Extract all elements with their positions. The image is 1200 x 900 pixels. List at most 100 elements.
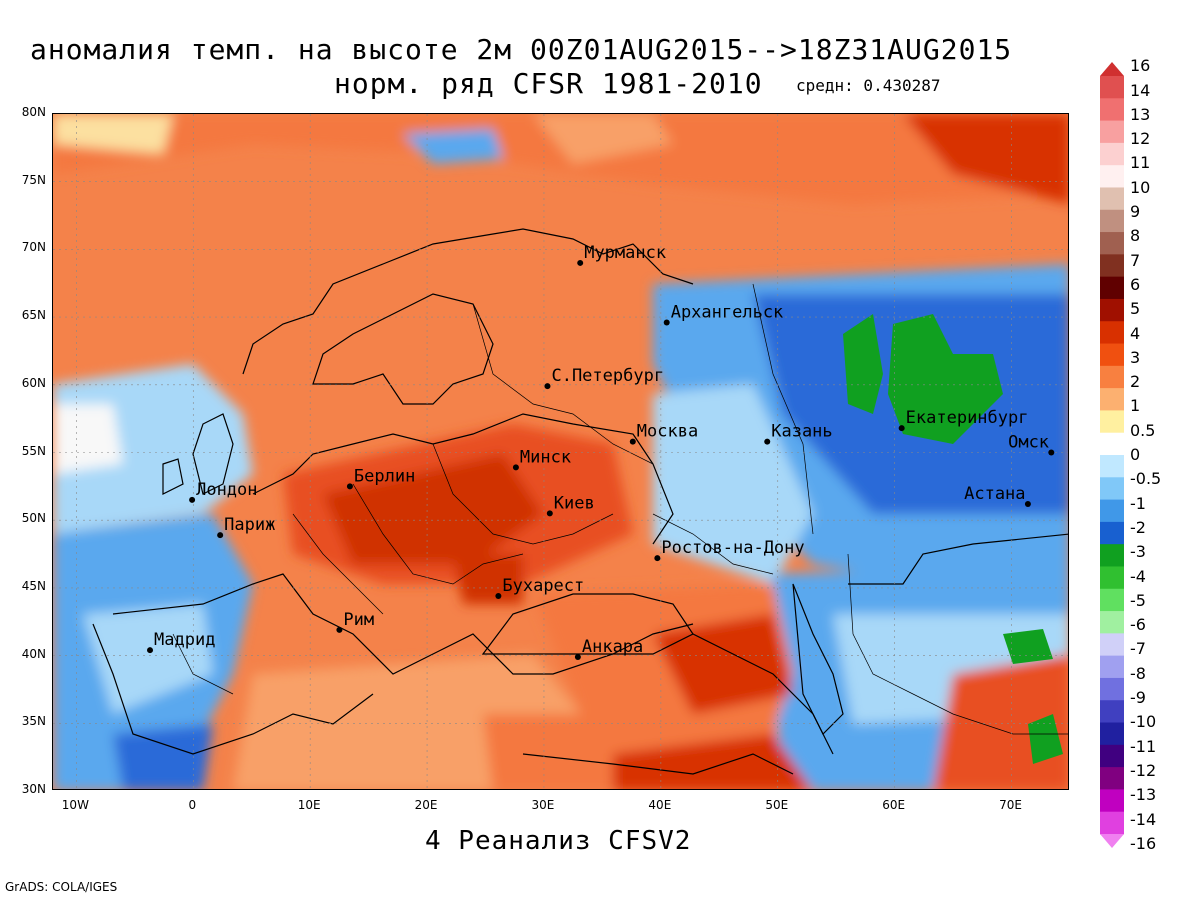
- city-marker: [574, 653, 581, 660]
- colorbar-level-label: -5: [1130, 590, 1146, 610]
- colorbar-swatch: [1100, 254, 1124, 278]
- colorbar-swatch: [1100, 521, 1124, 545]
- colorbar-swatch: [1100, 98, 1124, 122]
- colorbar-swatch: [1100, 187, 1124, 211]
- cold-anomaly-patch: [1028, 714, 1063, 764]
- colorbar-swatch: [1100, 276, 1124, 300]
- city-label: Мадрид: [154, 630, 215, 650]
- colorbar-swatch: [1100, 767, 1124, 790]
- lat-tick-label: 60N: [21, 375, 46, 390]
- city-marker: [512, 464, 519, 471]
- colorbar-swatch: [1100, 298, 1124, 322]
- city-label: Бухарест: [502, 576, 584, 596]
- colorbar-level-label: -12: [1130, 760, 1157, 780]
- colorbar-level-label: -8: [1130, 663, 1146, 683]
- city-label: Киев: [554, 493, 595, 513]
- colorbar-swatch: [1100, 633, 1124, 657]
- colorbar-level-label: 1: [1130, 396, 1141, 416]
- city-label: Лондон: [196, 480, 257, 500]
- colorbar-level-label: 12: [1130, 129, 1151, 149]
- lon-tick-label: 60E: [882, 798, 906, 812]
- colorbar-level-label: 3: [1130, 347, 1141, 367]
- colorbar-level-label: -9: [1130, 688, 1146, 707]
- city-marker: [629, 438, 636, 445]
- city-marker: [147, 647, 154, 654]
- colorbar-level-label: -13: [1130, 785, 1157, 805]
- colorbar-level-label: 14: [1130, 80, 1151, 100]
- map-title-line2: норм. ряд CFSR 1981-2010: [334, 67, 763, 100]
- colorbar-level-label: -3: [1130, 542, 1146, 562]
- city-markers: Мурманск Архангельск С.Петербург Москва Каза…: [147, 243, 1055, 660]
- colorbar-level-label: 2: [1130, 372, 1141, 392]
- lat-tick-label: 30N: [21, 782, 46, 796]
- colorbar: [1100, 62, 1124, 848]
- colorbar-level-label: -0.5: [1130, 469, 1162, 489]
- grads-credit: GrADS: COLA/IGES: [5, 880, 118, 894]
- lon-tick-label: 50E: [765, 798, 789, 812]
- colorbar-level-label: 0.5: [1130, 420, 1156, 440]
- city-marker: [577, 259, 584, 266]
- colorbar-swatch: [1100, 655, 1124, 679]
- city-label: Омск: [1008, 433, 1049, 453]
- colorbar-level-label: 13: [1130, 104, 1151, 124]
- colorbar-swatch: [1100, 432, 1124, 456]
- colorbar-swatch: [1100, 544, 1124, 567]
- colorbar-level-label: -11: [1130, 736, 1157, 756]
- lat-tick-label: 50N: [21, 511, 46, 526]
- colorbar-swatch: [1100, 321, 1124, 345]
- cold-anomaly-patch: [1003, 629, 1053, 664]
- lon-tick-label: 40E: [648, 798, 672, 812]
- city-marker: [663, 319, 670, 326]
- colorbar-swatch: [1100, 165, 1124, 188]
- colorbar-swatch: [1100, 142, 1124, 166]
- colorbar-level-label: 4: [1130, 323, 1141, 343]
- colorbar-top-arrow: [1100, 62, 1124, 76]
- lat-tick-label: 35N: [21, 714, 46, 729]
- cold-anomaly-patch: [843, 314, 883, 414]
- lon-tick-label: 10W: [61, 798, 89, 812]
- dataset-subtitle: 4 Реанализ CFSV2: [425, 826, 692, 856]
- city-label: С.Петербург: [551, 366, 664, 386]
- colorbar-swatch: [1100, 232, 1124, 255]
- lon-tick-label: 70E: [999, 798, 1022, 812]
- colorbar-swatch: [1100, 700, 1124, 724]
- lon-tick-label: 10E: [297, 798, 321, 812]
- colorbar-level-label: 0: [1130, 445, 1141, 464]
- lat-tick-label: 80N: [21, 105, 46, 119]
- colorbar-level-label: -2: [1130, 517, 1146, 537]
- colorbar-level-label: 5: [1130, 299, 1141, 319]
- lat-tick-label: 45N: [21, 578, 46, 593]
- city-label: Астана: [964, 484, 1025, 504]
- coastlines: [92, 228, 1068, 775]
- city-marker: [1048, 449, 1055, 456]
- city-label: Москва: [637, 422, 698, 442]
- anomaly-map-canvas: Мурманск Архангельск С.Петербург Москва Каза…: [53, 114, 1068, 789]
- lon-tick-label: 30E: [531, 798, 555, 812]
- colorbar-level-label: 16: [1130, 56, 1151, 76]
- city-label: Мурманск: [584, 243, 666, 263]
- colorbar-swatch: [1100, 722, 1124, 746]
- city-label: Казань: [771, 422, 832, 442]
- colorbar-swatch: [1100, 611, 1124, 634]
- colorbar-swatch: [1100, 410, 1124, 434]
- anomaly-map: Мурманск Архангельск С.Петербург Москва Каза…: [52, 113, 1069, 790]
- colorbar-level-label: 8: [1130, 226, 1141, 246]
- colorbar-level-label: -14: [1130, 809, 1157, 829]
- city-label: Рим: [343, 610, 374, 630]
- colorbar-swatch: [1100, 744, 1124, 768]
- city-label: Архангельск: [671, 303, 784, 323]
- city-marker: [336, 626, 343, 633]
- city-label: Екатеринбург: [906, 408, 1029, 428]
- city-marker: [217, 532, 224, 539]
- colorbar-swatch: [1100, 120, 1124, 144]
- colorbar-level-label: 6: [1130, 274, 1141, 294]
- lat-tick-label: 75N: [21, 172, 46, 187]
- colorbar-swatch: [1100, 566, 1124, 590]
- colorbar-bottom-arrow: [1100, 834, 1124, 848]
- city-marker: [654, 555, 661, 562]
- map-title-line1: аномалия темп. на высоте 2м 00Z01AUG2015…: [30, 33, 1013, 66]
- colorbar-swatch: [1100, 811, 1124, 835]
- colorbar-swatch: [1100, 588, 1124, 612]
- colorbar-swatch: [1100, 76, 1124, 99]
- city-label: Париж: [224, 515, 275, 535]
